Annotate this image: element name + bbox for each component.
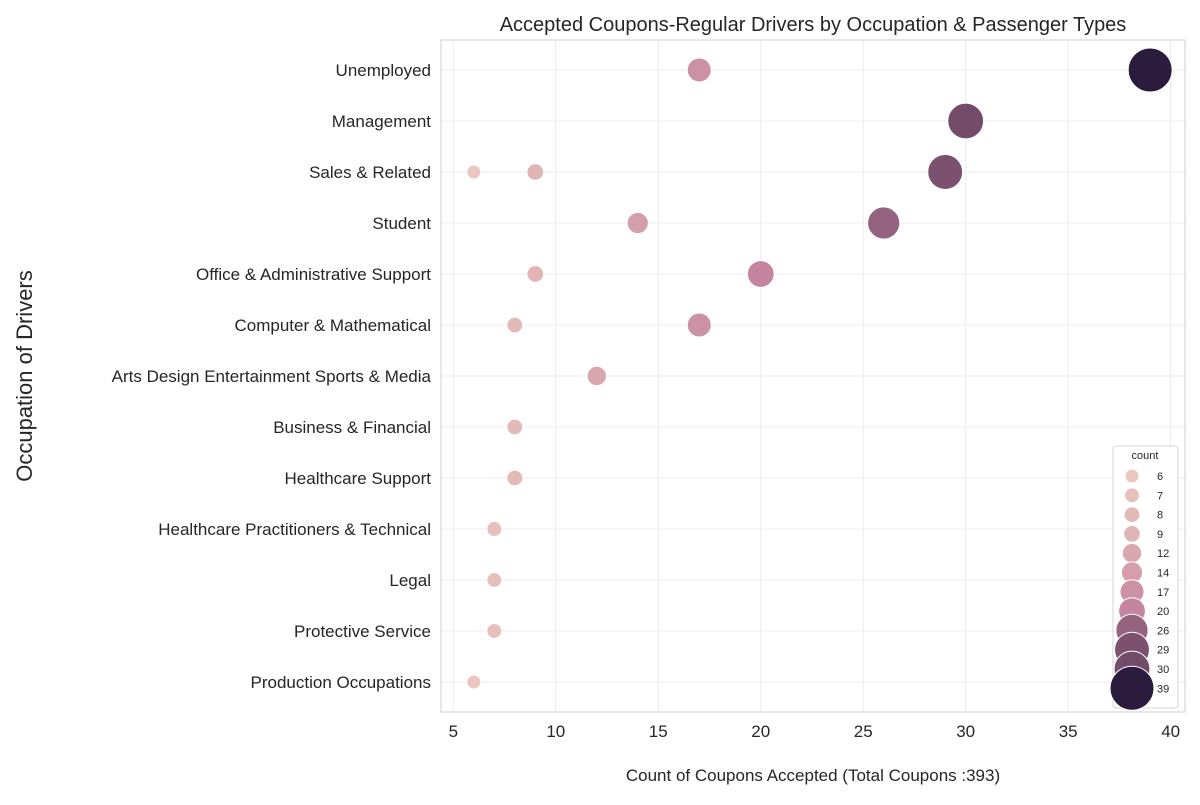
- data-point: [486, 572, 503, 588]
- data-point: [506, 316, 524, 334]
- legend-label: 17: [1157, 587, 1169, 599]
- y-axis-label: Occupation of Drivers: [12, 270, 37, 482]
- legend-marker: [1109, 665, 1155, 711]
- y-tick-label: Student: [372, 214, 431, 233]
- y-tick-label: Sales & Related: [309, 163, 431, 182]
- data-point: [506, 418, 524, 436]
- x-tick-label: 40: [1161, 722, 1180, 741]
- legend-marker: [1121, 542, 1143, 564]
- x-tick-labels: 5 10 15 20 25 30 35 40: [449, 722, 1181, 741]
- y-tick-label: Protective Service: [294, 622, 431, 641]
- data-point: [927, 154, 964, 190]
- y-tick-label: Production Occupations: [251, 673, 432, 692]
- legend-label: 9: [1157, 529, 1163, 541]
- plot-frame: [440, 39, 1186, 713]
- data-point: [746, 260, 775, 288]
- legend-items: 6 7 8 9 12 14 17 20 26 29 30 39: [1109, 468, 1169, 711]
- x-tick-label: 5: [449, 722, 458, 741]
- data-point: [586, 365, 607, 387]
- y-tick-label: Unemployed: [336, 61, 431, 80]
- legend-label: 30: [1157, 664, 1169, 676]
- legend-label: 26: [1157, 625, 1169, 637]
- data-point: [686, 312, 712, 338]
- data-point: [506, 469, 524, 487]
- data-point: [626, 211, 649, 235]
- chart-title: Accepted Coupons-Regular Drivers by Occu…: [500, 14, 1127, 36]
- x-tick-label: 30: [956, 722, 975, 741]
- y-tick-labels: Unemployed Management Sales & Related Stude…: [112, 61, 432, 692]
- legend-marker: [1124, 468, 1140, 484]
- legend-title: count: [1132, 450, 1159, 462]
- y-tick-label: Healthcare Support: [285, 469, 432, 488]
- data-point: [947, 102, 985, 140]
- x-tick-label: 35: [1059, 722, 1078, 741]
- y-tick-label: Healthcare Practitioners & Technical: [158, 520, 431, 539]
- y-tick-label: Management: [332, 112, 432, 131]
- legend-label: 7: [1157, 490, 1163, 502]
- grid: [441, 40, 1185, 712]
- data-point: [486, 521, 503, 537]
- y-tick-label: Business & Financial: [273, 418, 431, 437]
- x-axis-label: Count of Coupons Accepted (Total Coupons…: [626, 766, 1000, 785]
- legend-label: 12: [1157, 548, 1169, 560]
- legend-label: 39: [1157, 683, 1169, 695]
- data-point: [1127, 47, 1173, 93]
- x-tick-label: 10: [546, 722, 565, 741]
- y-tick-label: Legal: [389, 571, 431, 590]
- legend-label: 8: [1157, 510, 1163, 522]
- data-point: [686, 57, 712, 83]
- y-tick-label: Arts Design Entertainment Sports & Media: [112, 367, 432, 386]
- legend-label: 20: [1157, 606, 1169, 618]
- data-point: [526, 163, 545, 181]
- legend-label: 29: [1157, 645, 1169, 657]
- data-point: [466, 164, 482, 180]
- x-tick-label: 25: [854, 722, 873, 741]
- legend: count 6 7 8 9 12 14 17 20 26 29 30 39: [1109, 445, 1179, 711]
- data-point: [466, 674, 482, 690]
- data-point: [867, 206, 901, 240]
- legend-label: 6: [1157, 471, 1163, 483]
- y-tick-label: Office & Administrative Support: [196, 265, 431, 284]
- x-tick-label: 15: [649, 722, 668, 741]
- data-point: [486, 623, 503, 639]
- x-tick-label: 20: [751, 722, 770, 741]
- legend-marker: [1123, 506, 1141, 524]
- legend-marker: [1124, 487, 1140, 504]
- data-points: [466, 47, 1173, 690]
- legend-label: 14: [1157, 568, 1169, 580]
- y-tick-label: Computer & Mathematical: [234, 316, 431, 335]
- legend-marker: [1123, 525, 1141, 543]
- data-point: [526, 265, 545, 283]
